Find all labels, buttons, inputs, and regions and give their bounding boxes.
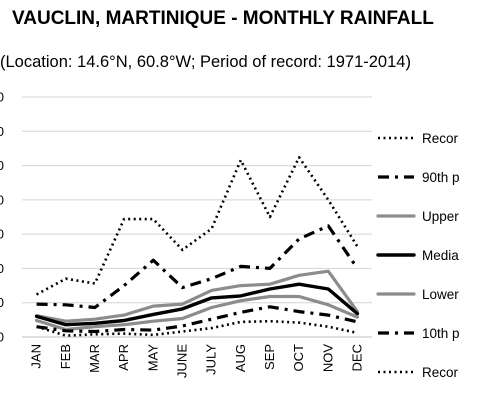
x-tick-label: OCT — [291, 344, 306, 372]
chart-title: VAUCLIN, MARTINIQUE - MONTHLY RAINFALL — [12, 8, 434, 29]
y-tick-label: 0 — [0, 261, 4, 276]
legend-label: 90th p — [422, 170, 460, 185]
x-tick-label: FEB — [58, 344, 73, 369]
legend-label: 10th p — [422, 326, 460, 341]
y-tick-label: 0 — [0, 227, 4, 242]
axis-layer: 0 0 0 0 0 0 0 0 JAN FEB MAR APR MAY JUNE JULY AUG SEP OCT… — [0, 90, 372, 378]
grid-layer — [22, 96, 372, 338]
x-tick-label: JULY — [204, 344, 219, 375]
y-tick-label: 0 — [0, 90, 4, 105]
legend-label: Media — [422, 248, 459, 263]
series-line — [34, 294, 359, 332]
legend: Recor 90th p Upper Media Lower 10th p Recor — [376, 131, 460, 380]
x-tick-label: MAY — [145, 344, 160, 372]
series-line — [34, 282, 360, 327]
x-tick-label: AUG — [233, 344, 248, 372]
y-tick-label: 0 — [0, 295, 4, 310]
x-tick-label: JUNE — [174, 344, 189, 378]
y-tick-label: 0 — [0, 192, 4, 207]
chart-subtitle: (Location: 14.6°N, 60.8°W; Period of rec… — [0, 53, 411, 71]
series-layer — [34, 156, 360, 337]
y-tick-label: 0 — [0, 124, 4, 139]
series-line — [34, 269, 359, 323]
y-tick-label: 0 — [0, 330, 4, 345]
x-tick-label: JAN — [29, 344, 44, 369]
series-line — [36, 224, 359, 310]
legend-label: Recor — [422, 131, 459, 146]
series-line — [36, 319, 358, 337]
x-tick-label: NOV — [320, 344, 335, 373]
legend-label: Lower — [422, 287, 459, 302]
y-tick-label: 0 — [0, 158, 4, 173]
legend-label: Recor — [422, 365, 459, 380]
x-tick-label: DEC — [349, 344, 364, 371]
x-tick-label: SEP — [262, 344, 277, 370]
x-tick-label: MAR — [87, 344, 102, 373]
x-tick-label: APR — [116, 344, 131, 371]
series-line — [36, 305, 358, 334]
legend-label: Upper — [422, 209, 459, 224]
